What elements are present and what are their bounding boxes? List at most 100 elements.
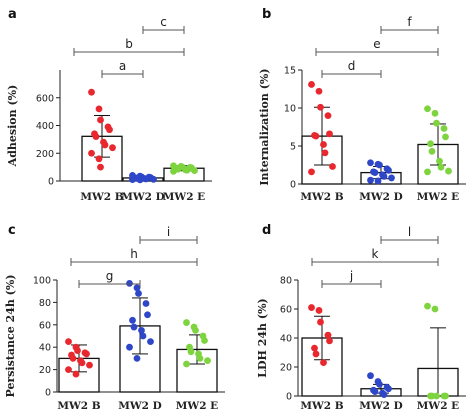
panel-a-point	[88, 88, 95, 96]
panel-c-bracket-label-i: i	[167, 225, 170, 239]
panel-d-point	[320, 359, 327, 367]
panel-b-point	[431, 109, 439, 117]
panel-b-point	[440, 125, 448, 132]
panel-d-y-tick-label: 40	[280, 334, 292, 345]
panel-b-y-tick-label: 10	[284, 104, 296, 115]
panel-c-point	[187, 348, 195, 356]
panel-d-point	[442, 392, 449, 400]
panel-b-bracket-label-f: f	[407, 15, 412, 29]
panel-d-point	[326, 337, 333, 345]
panel-c-point	[144, 311, 151, 319]
panel-a-bracket-label-a: a	[119, 59, 126, 73]
panel-d-point	[315, 307, 323, 314]
panel-c-point	[133, 284, 141, 292]
panel-b-point	[317, 103, 324, 111]
panel-d-point	[380, 391, 388, 398]
panel-a-bracket-label-b: b	[125, 37, 133, 51]
panel-d-y-axis-title: LDH 24h (%)	[256, 298, 269, 378]
panel-c-point	[183, 319, 190, 326]
panel-b-bracket-label-e: e	[373, 37, 380, 51]
panel-b-category-label: MW2 E	[417, 191, 459, 203]
panel-b-point	[324, 112, 332, 119]
panel-b-bracket-label-d: d	[348, 59, 356, 73]
panel-b-category-label: MW2 B	[300, 191, 343, 203]
panel-a-point	[97, 116, 104, 124]
panel-b-point	[445, 167, 452, 175]
panel-b-point	[436, 157, 443, 165]
panel-b-point	[371, 169, 379, 177]
panel-c-point	[183, 360, 190, 368]
panel-c-point	[142, 300, 150, 307]
panel-b-point	[437, 163, 445, 171]
panel-d-y-tick-label: 80	[280, 276, 292, 287]
panel-c-point	[126, 343, 133, 351]
panel-b-point	[308, 168, 315, 176]
panel-c-point	[192, 327, 199, 334]
panel-c-category-label: MW2 E	[176, 400, 218, 412]
panel-a-category-label: MW2 E	[163, 191, 205, 203]
panel-b-category-label: MW2 D	[359, 191, 402, 203]
panel-d-point	[371, 388, 379, 396]
panel-b-y-tick-label: 0	[290, 180, 296, 191]
panel-c-point	[147, 338, 154, 345]
panel-b-point	[312, 132, 320, 140]
panel-d-category-label: MW2 B	[300, 400, 343, 412]
panel-b-point	[367, 159, 374, 167]
panel-c-y-tick-label: 100	[33, 276, 51, 287]
panel-c-point	[139, 332, 147, 340]
panel-a-point	[183, 166, 191, 174]
panel-b-letter: b	[262, 7, 271, 22]
panel-d-category-label: MW2 E	[417, 400, 459, 412]
panel-c-y-tick-label: 0	[45, 388, 51, 399]
panel-b-point	[374, 177, 382, 185]
panel-a-y-tick-label: 600	[36, 93, 54, 104]
panel-b-point	[315, 87, 323, 95]
panel-b-point	[320, 141, 327, 148]
panel-a-point	[106, 126, 113, 134]
panel-c-y-axis-title: Persistance 24h (%)	[4, 274, 17, 397]
panel-a-point	[136, 176, 144, 184]
panel-d-point	[308, 304, 315, 311]
panel-a-point	[92, 133, 100, 141]
panel-c-category-label: MW2 B	[57, 400, 100, 412]
panel-d-category-label: MW2 D	[359, 400, 402, 412]
panel-a-y-axis-title: Adhesion (%)	[6, 85, 19, 168]
panel-d-y-tick-label: 20	[280, 363, 292, 374]
panel-d-point	[311, 344, 318, 352]
panel-b-point	[428, 147, 436, 155]
panel-c-point	[196, 355, 204, 362]
panel-b-point	[424, 105, 431, 113]
panel-c-y-tick-label: 60	[39, 320, 51, 331]
panel-c-point	[65, 366, 72, 373]
panel-b-point	[424, 168, 431, 176]
panel-b-point	[367, 176, 374, 184]
panel-d-point	[385, 385, 392, 393]
panel-b-point	[308, 81, 315, 88]
panel-b-y-tick-label: 15	[284, 66, 296, 77]
panel-a-category-label: MW2 D	[121, 191, 164, 203]
panel-a-point	[109, 144, 116, 152]
panel-d-point	[431, 305, 439, 313]
panel-d-point	[312, 350, 320, 358]
panel-c-point	[138, 327, 145, 334]
panel-c-bracket-label-h: h	[130, 247, 138, 261]
panel-a-y-tick-label: 0	[48, 177, 54, 188]
panel-d-point	[428, 392, 436, 400]
panel-d-point	[324, 331, 332, 339]
panel-a-point	[150, 175, 157, 183]
panel-c-point	[130, 323, 138, 331]
panel-a-point	[101, 141, 109, 149]
panel-c-point	[126, 279, 133, 287]
panel-d-point	[367, 372, 374, 380]
panel-a-point	[97, 163, 104, 171]
panel-a-category-label: MW2 B	[80, 191, 123, 203]
panel-b-point	[442, 133, 449, 141]
panel-b-y-axis-title: Internalization (%)	[258, 68, 271, 185]
panel-d-bracket-label-l: l	[408, 225, 411, 239]
panel-d-y-tick-label: 0	[286, 392, 292, 403]
panel-c-point	[133, 355, 141, 362]
panel-a-point	[95, 105, 103, 113]
panel-a-point	[88, 149, 95, 157]
panel-c-point	[78, 359, 86, 367]
panel-a-y-tick-label: 200	[36, 149, 54, 160]
